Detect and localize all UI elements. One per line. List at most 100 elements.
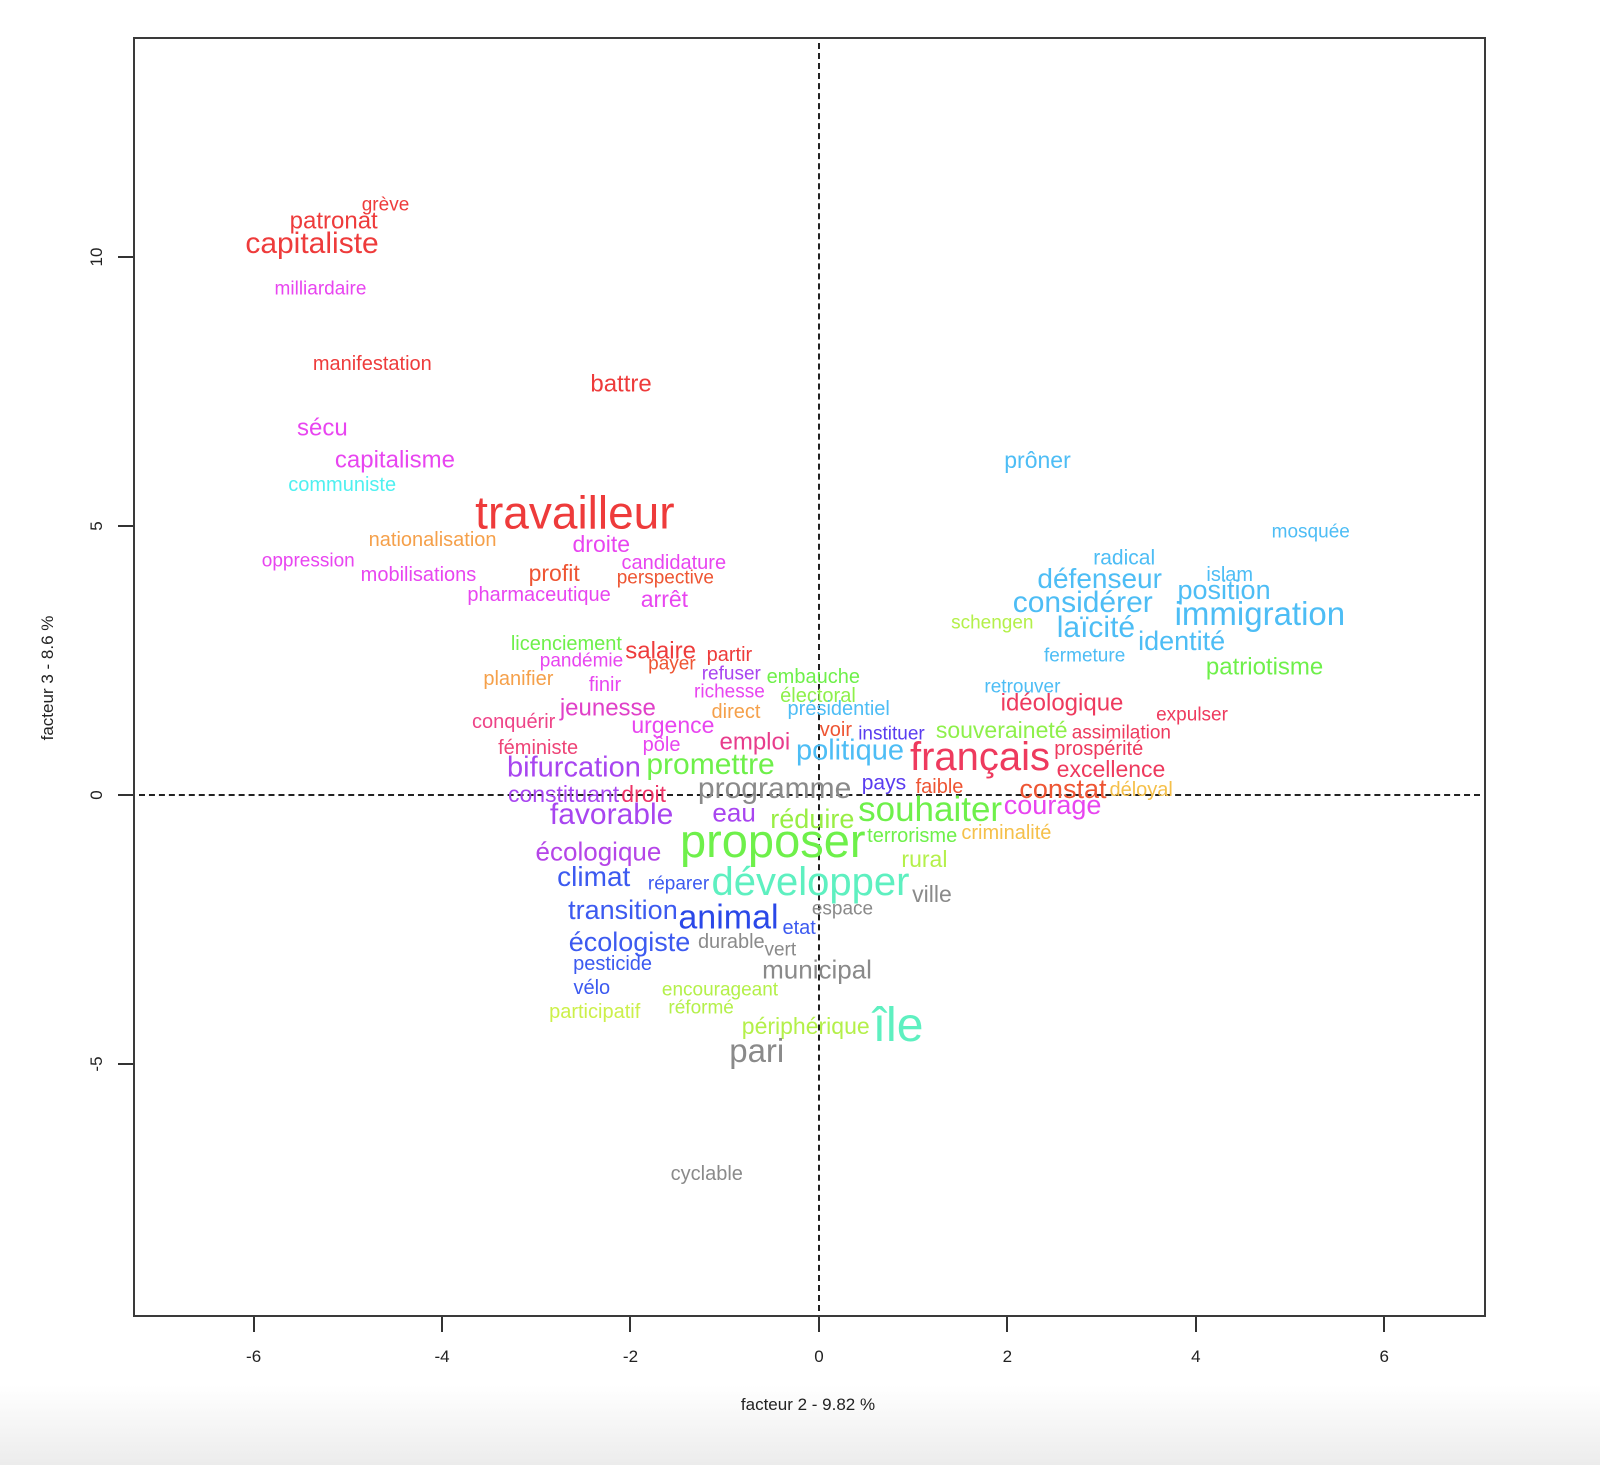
- x-tick: [1006, 1317, 1009, 1332]
- word-label: candidature: [621, 551, 727, 574]
- x-tick-label: -2: [622, 1347, 639, 1366]
- word-label: criminalité: [961, 821, 1052, 844]
- word-label: programme: [697, 771, 852, 805]
- y-axis-label: facteur 3 - 8.6 %: [38, 615, 57, 741]
- word-label: écologiste: [568, 927, 691, 958]
- word-label: municipal: [762, 954, 872, 985]
- word-label: expulser: [1156, 704, 1228, 726]
- word-label: animal: [678, 898, 779, 937]
- word-label: milliardaire: [274, 278, 367, 300]
- word-label: retrouver: [984, 676, 1061, 698]
- word-label: promettre: [646, 748, 775, 782]
- x-tick: [629, 1317, 632, 1332]
- word-label: excellence: [1056, 756, 1166, 783]
- word-label: emploi: [719, 728, 791, 756]
- x-axis-label: facteur 2 - 9.82 %: [740, 1395, 876, 1414]
- word-label: île: [872, 999, 924, 1053]
- word-label: périphérique: [741, 1013, 870, 1040]
- y-tick: [118, 525, 133, 528]
- word-label: terrorisme: [867, 825, 958, 848]
- word-label: eau: [712, 797, 756, 828]
- y-tick: [118, 794, 133, 797]
- word-label: favorable: [549, 798, 674, 832]
- word-label: conquérir: [471, 711, 556, 734]
- word-label: patronat: [289, 207, 378, 235]
- word-label: pesticide: [573, 953, 653, 976]
- word-label: laïcité: [1056, 610, 1136, 644]
- x-tick-label: 6: [1379, 1347, 1389, 1366]
- word-label: sécu: [297, 414, 348, 442]
- x-tick: [1383, 1317, 1386, 1332]
- word-label: politique: [795, 734, 905, 767]
- word-label: fermeture: [1043, 645, 1126, 667]
- word-label: français: [910, 735, 1051, 780]
- plot-area: grève patronat capitaliste milliardaire mani…: [133, 37, 1486, 1317]
- word-label: mosquée: [1271, 521, 1350, 543]
- y-tick: [118, 256, 133, 259]
- word-label: transition: [568, 894, 678, 925]
- word-label: planifier: [483, 668, 554, 691]
- word-label: travailleur: [475, 486, 675, 539]
- word-label: prospérité: [1054, 737, 1144, 760]
- word-label: identité: [1138, 625, 1226, 656]
- word-label: présidentiel: [787, 698, 890, 721]
- word-label: direct: [711, 700, 761, 723]
- word-label: durable: [697, 931, 765, 954]
- word-label: oppression: [261, 550, 355, 572]
- word-label: déloyal: [1109, 778, 1173, 801]
- word-label: islam: [1206, 564, 1254, 587]
- word-label: patriotisme: [1205, 653, 1324, 681]
- word-label: faible: [915, 776, 964, 799]
- word-label: position: [1177, 575, 1271, 606]
- word-label: bifurcation: [507, 751, 641, 784]
- x-tick: [817, 1317, 820, 1332]
- word-label: finir: [588, 673, 622, 696]
- word-label: participatif: [549, 1001, 641, 1024]
- word-label: etat: [782, 917, 816, 940]
- word-label: droite: [572, 531, 631, 558]
- x-tick-label: 4: [1191, 1347, 1201, 1366]
- word-label: pôle: [642, 734, 681, 757]
- word-label: embauche: [766, 665, 860, 688]
- word-label: radical: [1093, 546, 1156, 570]
- word-label: urgence: [631, 712, 715, 739]
- word-label: ville: [912, 881, 952, 908]
- word-label: richesse: [694, 681, 765, 703]
- word-label: prôner: [1004, 447, 1071, 474]
- word-label: perspective: [616, 567, 714, 589]
- word-label: droit: [621, 781, 667, 808]
- x-tick: [441, 1317, 444, 1332]
- plot-frame: [133, 37, 1486, 1317]
- word-label: schengen: [951, 612, 1034, 634]
- word-label: électoral: [780, 685, 856, 708]
- word-label: nationalisation: [368, 529, 497, 552]
- y-tick-label: 10: [87, 247, 106, 267]
- word-label: encourageant: [661, 979, 779, 1001]
- x-tick-label: -6: [246, 1347, 262, 1366]
- x-tick-label: 2: [1002, 1347, 1013, 1366]
- y-tick: [118, 1063, 133, 1066]
- word-label: réformé: [668, 997, 734, 1019]
- word-label: pandémie: [539, 650, 624, 672]
- y-tick-label: -5: [87, 1056, 106, 1072]
- word-label: mobilisations: [360, 564, 477, 587]
- x-tick: [252, 1317, 255, 1332]
- word-label: capitaliste: [245, 226, 379, 260]
- word-label: considérer: [1012, 586, 1153, 620]
- word-label: assimilation: [1071, 722, 1171, 744]
- word-label: jeunesse: [559, 694, 656, 722]
- word-label: manifestation: [312, 353, 432, 376]
- word-label: développer: [711, 860, 910, 905]
- word-label: pari: [729, 1032, 785, 1070]
- word-label: refuser: [701, 663, 761, 685]
- word-label: féministe: [498, 736, 579, 759]
- word-label: grève: [361, 194, 410, 216]
- zero-x-reference-line: [817, 43, 820, 1311]
- word-label: souveraineté: [935, 717, 1068, 744]
- word-label: écologique: [535, 836, 662, 867]
- x-tick-label: -4: [434, 1347, 450, 1366]
- word-label: vélo: [573, 976, 611, 999]
- word-label: payer: [648, 653, 696, 675]
- word-label: réduire: [770, 803, 855, 834]
- word-label: instituer: [858, 723, 925, 745]
